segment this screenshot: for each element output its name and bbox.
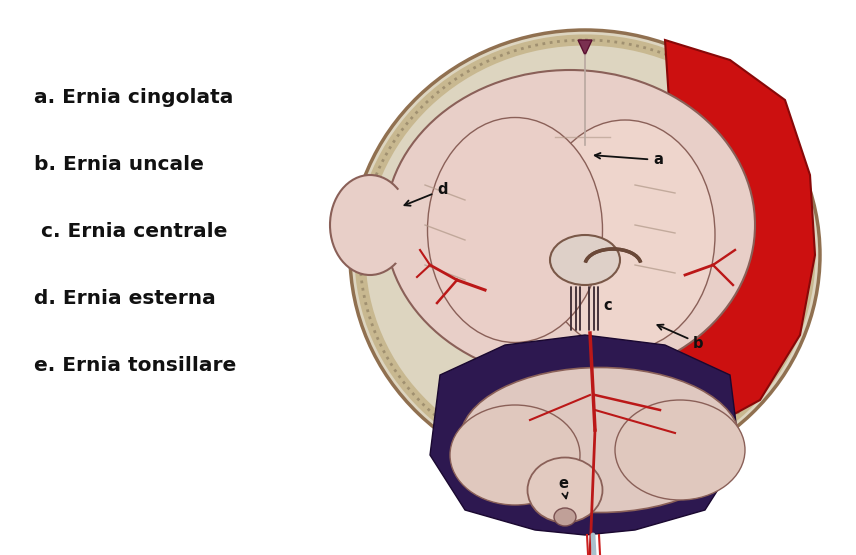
Text: d: d — [404, 183, 448, 206]
Ellipse shape — [385, 70, 755, 380]
Ellipse shape — [550, 235, 620, 285]
Text: d. Ernia esterna: d. Ernia esterna — [34, 289, 216, 308]
Text: e. Ernia tonsillare: e. Ernia tonsillare — [34, 356, 236, 375]
Ellipse shape — [382, 187, 432, 267]
Text: b: b — [657, 325, 704, 351]
Text: b. Ernia uncale: b. Ernia uncale — [34, 155, 204, 174]
Polygon shape — [578, 40, 592, 55]
Text: c. Ernia centrale: c. Ernia centrale — [34, 222, 228, 241]
Text: e: e — [558, 476, 568, 498]
Ellipse shape — [554, 508, 576, 526]
Polygon shape — [660, 40, 815, 430]
Ellipse shape — [450, 405, 580, 505]
Ellipse shape — [460, 367, 740, 512]
Text: a. Ernia cingolata: a. Ernia cingolata — [34, 88, 234, 107]
Polygon shape — [430, 335, 740, 535]
Ellipse shape — [427, 118, 603, 342]
Text: c: c — [603, 297, 612, 312]
Ellipse shape — [535, 120, 715, 350]
Ellipse shape — [350, 30, 820, 480]
Ellipse shape — [330, 175, 410, 275]
Text: a: a — [595, 153, 663, 168]
Ellipse shape — [527, 457, 603, 522]
Ellipse shape — [615, 400, 745, 500]
